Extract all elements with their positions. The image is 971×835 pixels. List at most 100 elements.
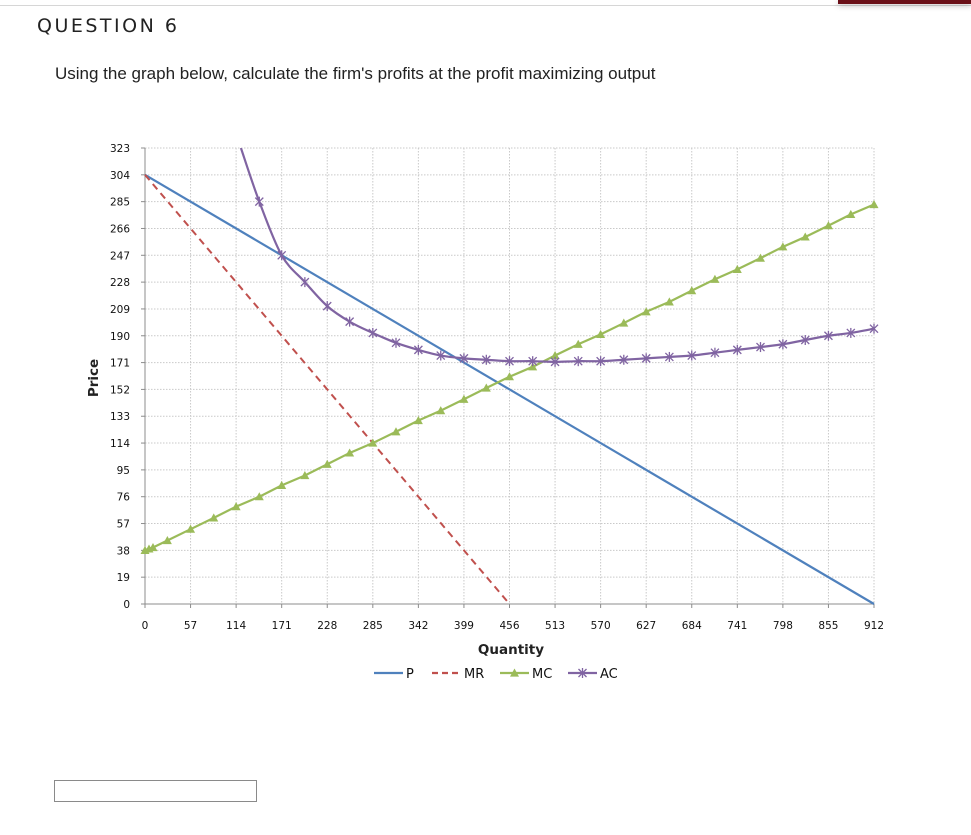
x-tick-label: 912 [864,620,884,632]
series-ac-marker [368,327,378,338]
series-mc-marker [596,329,606,338]
y-tick-label: 247 [110,250,130,262]
x-tick-label: 855 [818,620,838,632]
y-tick-label: 114 [110,438,130,450]
series-mc-marker [254,492,264,501]
series-p [144,173,875,605]
x-tick-label: 342 [408,620,428,632]
series-ac-marker [391,337,401,348]
series-mc-marker [755,253,765,262]
series-mr [144,174,511,605]
y-tick-label: 228 [110,277,130,289]
legend-mc-label: MC [532,667,552,682]
question-title: QUESTION 6 [37,15,180,37]
x-tick-label: 0 [142,620,149,632]
series-mc-marker [231,502,241,511]
y-tick-label: 304 [110,170,130,182]
series-mc-marker [732,264,742,274]
series-mc-marker [619,318,629,327]
series-ac-marker [528,356,538,367]
x-tick-label: 798 [773,620,793,632]
y-tick-label: 266 [110,223,130,235]
series-mc-marker [869,199,879,209]
series-ac-marker [710,347,720,358]
x-tick-label: 285 [363,620,383,632]
series-mc-marker [710,274,720,283]
series-ac-marker [254,196,264,207]
series-mc-marker [322,459,332,468]
series-mc-marker [846,209,856,218]
series-mc-marker [148,543,158,552]
legend-mr: MR [432,667,484,682]
series-mc-marker [413,415,423,425]
chart-legend: P MR MC AC [374,667,618,682]
series-mc-marker [687,286,697,295]
legend-mr-label: MR [464,667,484,682]
y-tick-label: 171 [110,358,130,370]
series-ac-marker [641,353,651,364]
legend-ac: AC [568,667,618,682]
series-ac-marker [756,342,765,353]
x-tick-label: 399 [454,620,474,632]
x-tick-label: 741 [727,620,747,632]
series-ac-marker [459,353,469,364]
series-ac-marker [596,356,606,367]
series-ac-marker [481,354,491,365]
x-tick-label: 171 [272,620,292,632]
series-ac-marker [800,335,810,345]
series-mc-marker [391,427,401,436]
x-tick-label: 513 [545,620,565,632]
series-mc-marker [778,242,788,251]
y-tick-label: 0 [123,599,130,611]
series-mc-marker [209,513,219,522]
series-ac-marker [436,350,446,361]
series-ac [239,148,879,367]
y-tick-label: 19 [117,572,130,584]
y-tick-label: 285 [110,197,130,209]
top-accent-bar [838,0,971,4]
series-mr-line [144,174,511,605]
series-ac-marker [664,351,674,362]
series-ac-marker [687,350,697,361]
series-mc-marker [641,307,651,316]
answer-input[interactable] [54,780,257,802]
series-ac-marker [573,356,583,367]
y-axis-title: Price [86,359,102,397]
y-tick-label: 95 [117,465,130,477]
y-tick-label: 38 [117,545,130,557]
series-mc-marker [664,297,674,306]
chart-axes [141,147,875,608]
legend-p-label: P [406,667,414,682]
y-tick-label: 76 [117,492,131,504]
series-ac-marker [619,354,629,365]
legend-ac-marker [578,668,587,678]
y-tick-label: 133 [110,411,130,423]
x-tick-label: 570 [591,620,611,632]
x-axis-title: Quantity [478,642,544,658]
series-ac-marker [322,301,332,312]
x-tick-label: 228 [317,620,337,632]
series-mc-marker [300,471,310,480]
series-ac-marker [345,316,355,327]
legend-mc: MC [500,667,552,682]
series-ac-marker [550,356,560,367]
series-mc-marker [459,394,469,403]
series-ac-marker [869,323,879,334]
series-mc-marker [481,383,491,392]
series-mc-marker [800,232,810,241]
series-ac-marker [505,356,514,367]
legend-mc-marker [510,668,519,677]
series-mc-marker [573,339,583,348]
series-mc-marker [186,524,196,533]
series-mc-marker [550,351,560,360]
x-tick-label: 684 [682,620,702,632]
top-divider [0,5,971,6]
x-tick-label: 627 [636,620,656,632]
y-tick-label: 323 [110,143,130,155]
chart-series [140,148,879,605]
series-p-line [144,173,875,605]
y-tick-label: 190 [110,331,130,343]
series-mc-marker [436,406,446,415]
chart-tick-labels: 0 19 38 57 76 95 114 133 152 171 190 209 228 247 266 28… [110,143,884,632]
